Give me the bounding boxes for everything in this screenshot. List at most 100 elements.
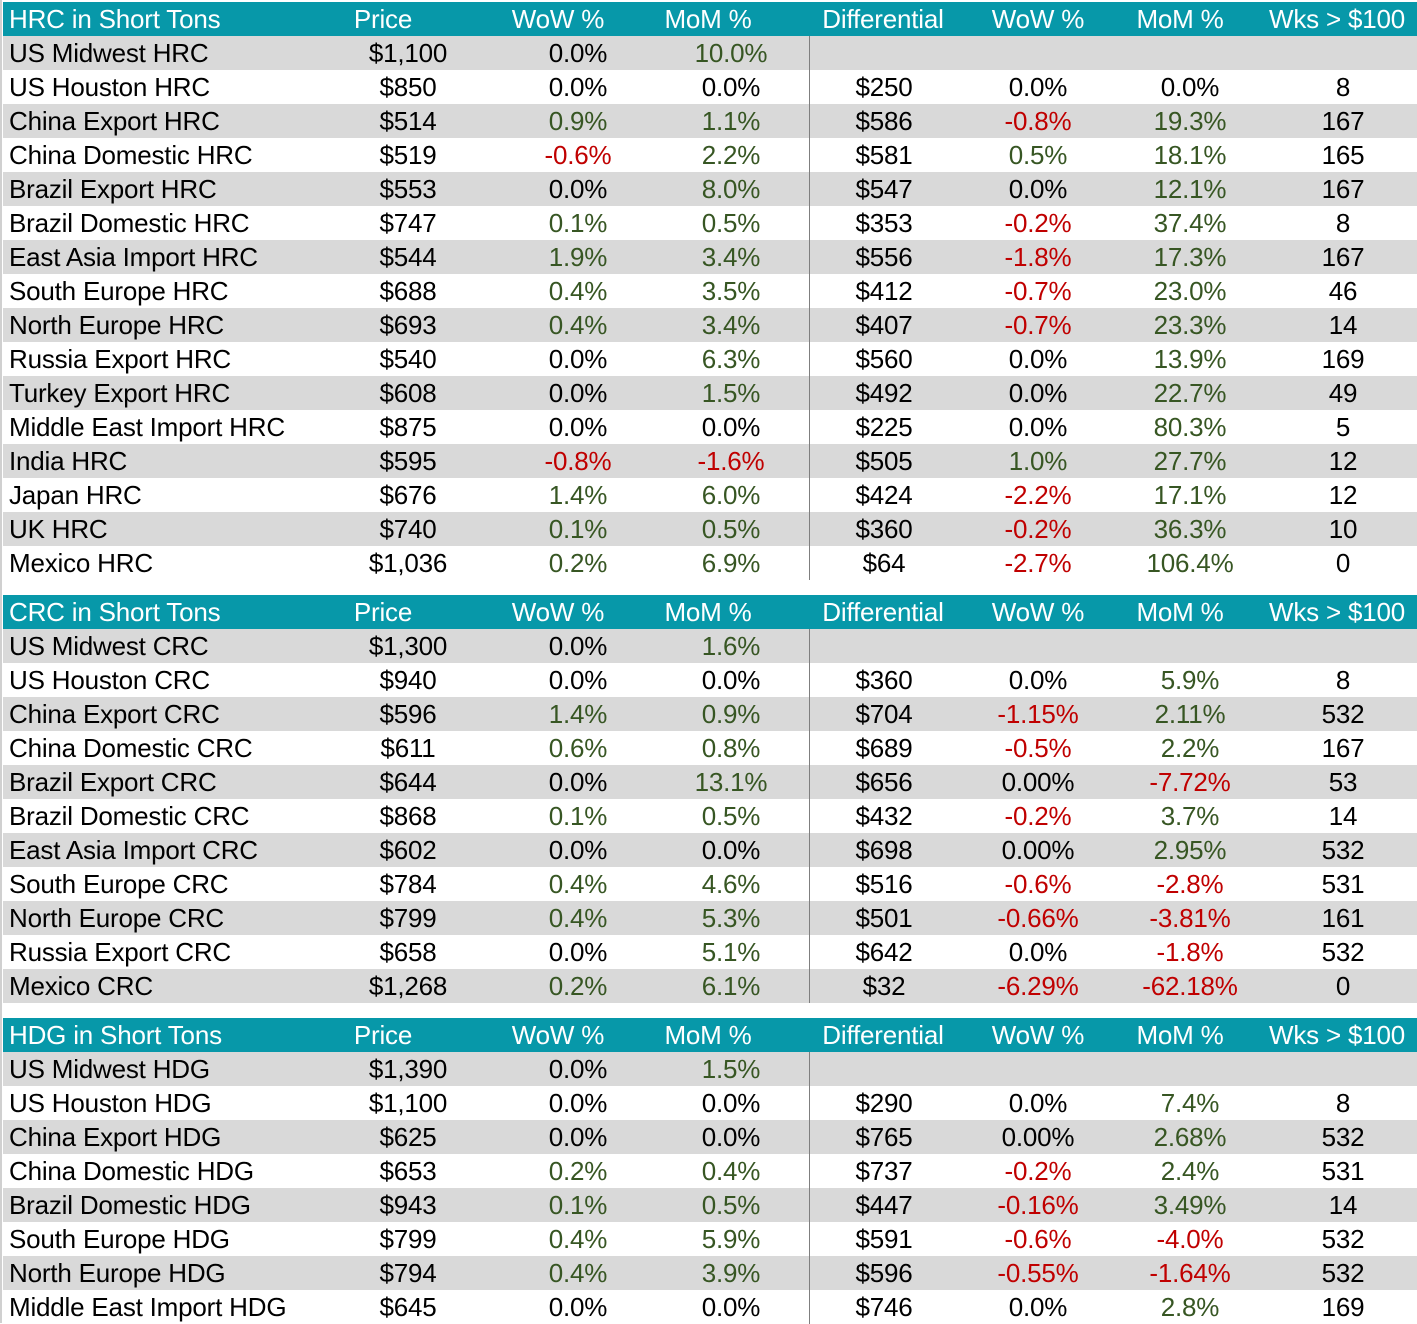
cell-wks[interactable]: 14: [1328, 801, 1358, 831]
cell-wks[interactable]: 167: [1321, 733, 1365, 763]
cell-dmom[interactable]: -7.72%: [1149, 767, 1231, 797]
cell-price[interactable]: $850: [379, 72, 437, 102]
table-row[interactable]: Brazil Export HRC $553 0.0% 8.0% $547 0.0% 12.…: [3, 172, 1417, 206]
cell-diff[interactable]: $746: [855, 1292, 913, 1322]
cell-name[interactable]: Mexico CRC: [9, 971, 153, 1001]
cell-name[interactable]: China Domestic HRC: [9, 140, 253, 170]
cell-wow[interactable]: 0.4%: [548, 310, 608, 340]
table-row[interactable]: North Europe HRC $693 0.4% 3.4% $407 -0.7% 23.…: [3, 308, 1417, 342]
cell-wks[interactable]: 12: [1328, 446, 1358, 476]
cell-wow[interactable]: 0.0%: [548, 1292, 608, 1322]
cell-dmom[interactable]: -4.0%: [1156, 1224, 1224, 1254]
cell-wks[interactable]: 169: [1321, 1292, 1365, 1322]
cell-name[interactable]: Brazil Domestic CRC: [9, 801, 250, 831]
cell-wks[interactable]: 8: [1335, 1088, 1351, 1118]
cell-dmom[interactable]: -2.8%: [1156, 869, 1224, 899]
cell-dmom[interactable]: 3.49%: [1153, 1190, 1227, 1220]
table-row[interactable]: China Export HRC $514 0.9% 1.1% $586 -0.8% 19.…: [3, 104, 1417, 138]
cell-dwow[interactable]: -0.2%: [1004, 801, 1072, 831]
cell-wow[interactable]: 0.0%: [548, 174, 608, 204]
cell-wks[interactable]: 5: [1335, 412, 1351, 442]
cell-price[interactable]: $544: [379, 242, 437, 272]
cell-wks[interactable]: [1268, 1052, 1417, 1086]
table-row[interactable]: South Europe HRC $688 0.4% 3.5% $412 -0.7% 23.…: [3, 274, 1417, 308]
cell-diff[interactable]: $560: [855, 344, 913, 374]
cell-dmom[interactable]: 2.4%: [1160, 1156, 1220, 1186]
table-row[interactable]: Brazil Domestic HRC $747 0.1% 0.5% $353 -0.2%…: [3, 206, 1417, 240]
cell-wks[interactable]: 531: [1321, 869, 1365, 899]
cell-dmom[interactable]: 13.9%: [1153, 344, 1227, 374]
cell-mom[interactable]: 0.5%: [701, 208, 761, 238]
cell-dwow[interactable]: 0.00%: [1001, 835, 1075, 865]
table-row[interactable]: Brazil Export CRC $644 0.0% 13.1% $656 0.00% -…: [3, 765, 1417, 799]
table-row[interactable]: US Midwest HDG $1,390 0.0% 1.5%: [3, 1052, 1417, 1086]
cell-dwow[interactable]: 0.0%: [1008, 378, 1068, 408]
cell-diff[interactable]: $698: [855, 835, 913, 865]
column-header-diff-wow[interactable]: WoW %: [991, 597, 1085, 627]
cell-mom[interactable]: 3.4%: [701, 310, 761, 340]
cell-mom[interactable]: 5.1%: [701, 937, 761, 967]
cell-name[interactable]: Mexico HRC: [9, 548, 153, 578]
cell-mom[interactable]: 0.0%: [701, 1122, 761, 1152]
cell-dwow[interactable]: [963, 629, 1113, 663]
table-row[interactable]: Middle East Import HDG $645 0.0% 0.0% $746 0.…: [3, 1290, 1417, 1324]
cell-mom[interactable]: 0.5%: [701, 801, 761, 831]
table-row[interactable]: US Houston HDG $1,100 0.0% 0.0% $290 0.0% 7.4%…: [3, 1086, 1417, 1120]
cell-price[interactable]: $784: [379, 869, 437, 899]
cell-name[interactable]: Brazil Export HRC: [9, 174, 217, 204]
cell-wks[interactable]: 532: [1321, 1224, 1365, 1254]
cell-dmom[interactable]: -1.64%: [1149, 1258, 1231, 1288]
cell-dwow[interactable]: -0.16%: [997, 1190, 1079, 1220]
cell-name[interactable]: Brazil Domestic HRC: [9, 208, 250, 238]
cell-price[interactable]: $688: [379, 276, 437, 306]
cell-mom[interactable]: 0.5%: [701, 1190, 761, 1220]
cell-price[interactable]: $514: [379, 106, 437, 136]
cell-diff[interactable]: $581: [855, 140, 913, 170]
cell-price[interactable]: $602: [379, 835, 437, 865]
cell-mom[interactable]: 3.9%: [701, 1258, 761, 1288]
cell-name[interactable]: Middle East Import HRC: [9, 412, 285, 442]
cell-dwow[interactable]: -0.2%: [1004, 208, 1072, 238]
cell-wks[interactable]: 14: [1328, 310, 1358, 340]
cell-name[interactable]: Russia Export HRC: [9, 344, 231, 374]
cell-dwow[interactable]: -0.66%: [997, 903, 1079, 933]
cell-wow[interactable]: 0.0%: [548, 835, 608, 865]
cell-mom[interactable]: 3.4%: [701, 242, 761, 272]
cell-dmom[interactable]: 2.95%: [1153, 835, 1227, 865]
cell-price[interactable]: $608: [379, 378, 437, 408]
cell-mom[interactable]: 0.0%: [701, 412, 761, 442]
cell-dmom[interactable]: 23.0%: [1153, 276, 1227, 306]
table-row[interactable]: North Europe CRC $799 0.4% 5.3% $501 -0.66% -3…: [3, 901, 1417, 935]
cell-dmom[interactable]: -62.18%: [1142, 971, 1238, 1001]
cell-dwow[interactable]: -0.2%: [1004, 514, 1072, 544]
cell-name[interactable]: South Europe HRC: [9, 276, 229, 306]
cell-dmom[interactable]: 2.8%: [1160, 1292, 1220, 1322]
cell-price[interactable]: $747: [379, 208, 437, 238]
cell-mom[interactable]: 5.9%: [701, 1224, 761, 1254]
cell-wow[interactable]: 0.1%: [548, 208, 608, 238]
cell-mom[interactable]: 0.8%: [701, 733, 761, 763]
cell-name[interactable]: Middle East Import HDG: [9, 1292, 287, 1322]
cell-name[interactable]: South Europe HDG: [9, 1224, 230, 1254]
cell-diff[interactable]: $250: [855, 72, 913, 102]
cell-wow[interactable]: 0.6%: [548, 733, 608, 763]
table-row[interactable]: China Domestic HDG $653 0.2% 0.4% $737 -0.2% 2…: [3, 1154, 1417, 1188]
cell-price[interactable]: $645: [379, 1292, 437, 1322]
cell-name[interactable]: US Houston CRC: [9, 665, 210, 695]
cell-dwow[interactable]: -2.2%: [1004, 480, 1072, 510]
cell-price[interactable]: $740: [379, 514, 437, 544]
cell-wks[interactable]: 167: [1321, 242, 1365, 272]
cell-dwow[interactable]: -6.29%: [997, 971, 1079, 1001]
cell-name[interactable]: Turkey Export HRC: [9, 378, 231, 408]
cell-dwow[interactable]: -0.55%: [997, 1258, 1079, 1288]
cell-dwow[interactable]: 0.0%: [1008, 412, 1068, 442]
column-header-wow[interactable]: WoW %: [511, 4, 605, 34]
cell-diff[interactable]: $407: [855, 310, 913, 340]
cell-name[interactable]: China Export CRC: [9, 699, 220, 729]
cell-price[interactable]: $625: [379, 1122, 437, 1152]
cell-price[interactable]: $1,300: [368, 631, 448, 661]
cell-dwow[interactable]: 0.0%: [1008, 1292, 1068, 1322]
cell-wow[interactable]: 0.9%: [548, 106, 608, 136]
cell-mom[interactable]: -1.6%: [697, 446, 765, 476]
table-row[interactable]: Turkey Export HRC $608 0.0% 1.5% $492 0.0% 22.…: [3, 376, 1417, 410]
